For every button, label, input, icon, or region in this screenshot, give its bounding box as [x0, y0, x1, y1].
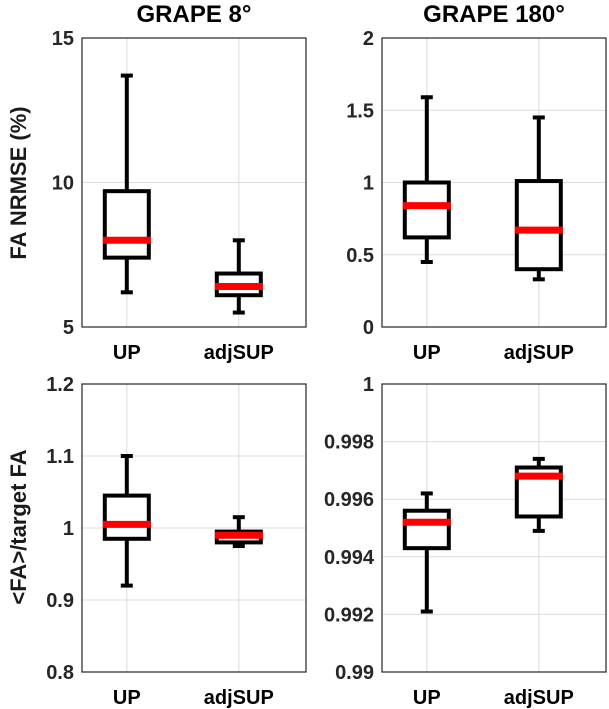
x-category-label: UP: [113, 342, 141, 364]
plot-area-border: [81, 383, 307, 673]
x-category-label: adjSUP: [204, 342, 274, 364]
panel-title: GRAPE 8°: [137, 1, 252, 28]
box-adjsup: [214, 238, 263, 315]
x-category-label: adjSUP: [504, 342, 574, 364]
y-tick-label: 0.994: [324, 547, 375, 569]
category-labels: UP adjSUP: [113, 687, 274, 709]
y-tick-label: 15: [52, 28, 74, 50]
box-plots: [102, 73, 263, 315]
grid-lines: [82, 37, 306, 328]
y-axis-label: <FA>/target FA: [6, 449, 31, 604]
y-tick-label: 1: [63, 518, 74, 540]
x-category-label: adjSUP: [204, 687, 274, 709]
y-tick-label: 2: [363, 28, 374, 50]
y-tick-label: 0.996: [324, 489, 374, 511]
y-tick-label: 0.9: [46, 590, 74, 612]
box-up: [402, 491, 451, 614]
x-category-label: UP: [413, 687, 441, 709]
x-category-label: UP: [413, 342, 441, 364]
panel-grape-8: GRAPE 8° FA NRMSE (%) 5 10 15 UP adjSUP: [6, 1, 307, 364]
iqr-box: [102, 189, 151, 260]
category-labels: UP adjSUP: [113, 342, 274, 364]
y-tick-label: 1: [363, 374, 374, 396]
iqr-box: [102, 493, 151, 541]
y-tick-label: 1.1: [46, 446, 74, 468]
y-tick-label: 1.2: [46, 374, 74, 396]
panel-fa-ratio-8: <FA>/target FA 0.8 0.9 1 1.1 1.2 UP adjSUP: [6, 374, 307, 709]
panel-fa-ratio-180: 0.99 0.992 0.994 0.996 0.998 1 UP adjSUP: [324, 374, 607, 709]
panel-grape-180: GRAPE 180° 0 0.5 1 1.5 2 UP adjSUP: [346, 1, 607, 364]
y-tick-label: 0.8: [46, 662, 74, 684]
box-adjsup: [514, 456, 563, 533]
y-tick-label: 0.5: [346, 245, 374, 267]
y-tick-label: 0.998: [324, 432, 374, 454]
y-ticks: 5 10 15: [52, 28, 74, 339]
box-up: [102, 454, 151, 588]
category-labels: UP adjSUP: [413, 687, 574, 709]
y-tick-label: 10: [52, 173, 74, 195]
plot-area-border: [81, 37, 307, 328]
y-tick-label: 0.992: [324, 604, 374, 626]
panel-title: GRAPE 180°: [423, 1, 565, 28]
y-tick-label: 0.99: [335, 662, 374, 684]
box-adjsup: [514, 115, 563, 282]
box-plots: [402, 456, 563, 614]
y-tick-label: 1: [363, 173, 374, 195]
y-tick-label: 1.5: [346, 100, 374, 122]
y-tick-label: 0: [363, 317, 374, 339]
x-category-label: UP: [113, 687, 141, 709]
box-plots: [102, 454, 263, 588]
y-ticks: 0 0.5 1 1.5 2: [346, 28, 374, 339]
box-adjsup: [214, 515, 263, 548]
plot-area-border: [381, 383, 607, 673]
iqr-box: [402, 180, 451, 240]
box-plots: [402, 95, 563, 282]
y-axis-label: FA NRMSE (%): [6, 106, 31, 259]
box-up: [102, 73, 151, 295]
y-ticks: 0.99 0.992 0.994 0.996 0.998 1: [324, 374, 375, 684]
box-up: [402, 95, 451, 264]
iqr-box: [514, 179, 563, 272]
category-labels: UP adjSUP: [413, 342, 574, 364]
y-ticks: 0.8 0.9 1 1.1 1.2: [46, 374, 74, 684]
plot-area-border: [381, 37, 607, 328]
iqr-box: [402, 508, 451, 551]
x-category-label: adjSUP: [504, 687, 574, 709]
y-tick-label: 5: [63, 317, 74, 339]
